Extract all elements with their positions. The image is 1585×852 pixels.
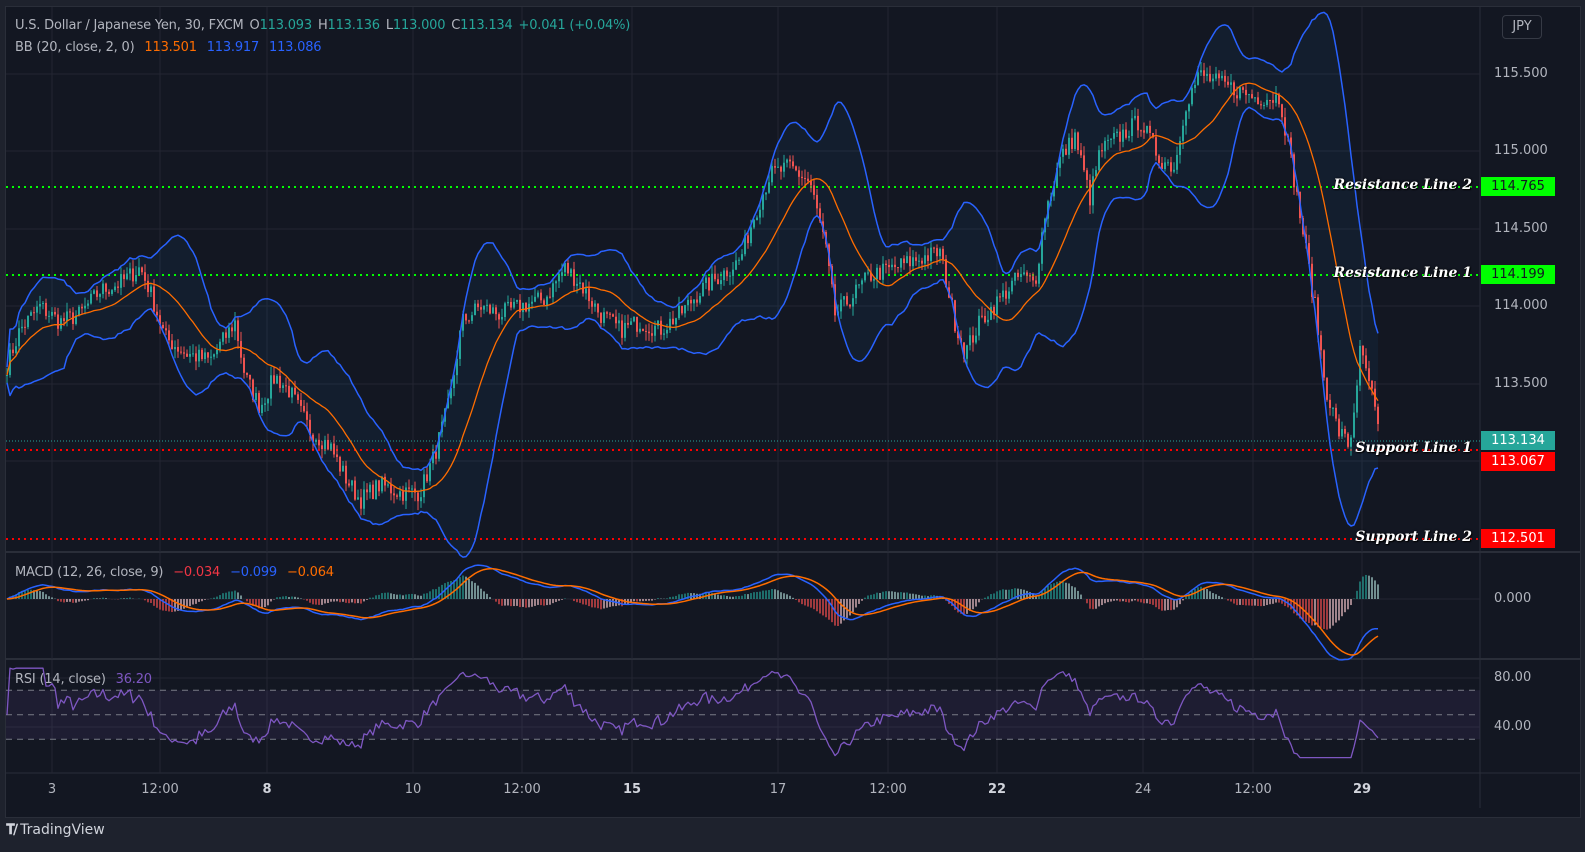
- time-axis-label: 12:00: [869, 782, 907, 797]
- time-axis-label: 12:00: [141, 782, 179, 797]
- support-line-2-label: Support Line 2: [1355, 529, 1472, 545]
- macd-hist-value: −0.034: [173, 565, 221, 580]
- time-axis-label: 10: [404, 782, 422, 797]
- rsi-axis-label: 80.00: [1494, 670, 1532, 685]
- macd-title: MACD (12, 26, close, 9): [15, 565, 164, 580]
- macd-value: −0.099: [230, 565, 277, 580]
- macd-signal-value: −0.064: [286, 565, 334, 580]
- time-axis-label: 24: [1134, 782, 1152, 797]
- currency-button[interactable]: JPY: [1502, 15, 1542, 39]
- tradingview-brand[interactable]: 𝐓∕ TradingView: [6, 822, 105, 838]
- open-value: 113.093: [259, 18, 313, 33]
- price-tag: 114.765: [1481, 177, 1555, 196]
- rsi-title: RSI (14, close): [15, 672, 106, 687]
- change-value: +0.041 (+0.04%): [518, 18, 631, 33]
- support-line-1-label: Support Line 1: [1355, 440, 1472, 456]
- price-axis-label: 114.500: [1494, 221, 1548, 236]
- time-axis-label: 12:00: [503, 782, 541, 797]
- resistance-line-2-label: Resistance Line 2: [1333, 177, 1472, 193]
- price-tag: 114.199: [1481, 265, 1555, 284]
- rsi-axis-label: 40.00: [1494, 719, 1532, 734]
- macd-legend[interactable]: MACD (12, 26, close, 9) −0.034 −0.099 −0…: [15, 565, 340, 580]
- price-axis-label: 115.000: [1494, 143, 1548, 158]
- price-tag: 113.134: [1481, 431, 1555, 450]
- bb-basis-value: 113.501: [144, 40, 197, 55]
- time-axis-label: 3: [47, 782, 57, 797]
- macd-axis-label: 0.000: [1494, 591, 1532, 606]
- low-value: 113.000: [392, 18, 446, 33]
- rsi-value: 36.20: [115, 672, 152, 687]
- time-axis-label: 15: [622, 782, 642, 797]
- symbol-legend: U.S. Dollar / Japanese Yen, 30, FXCM O113…: [15, 18, 631, 33]
- time-axis-label: 22: [987, 782, 1007, 797]
- brand-label: TradingView: [20, 822, 105, 838]
- bb-legend[interactable]: BB (20, close, 2, 0) 113.501 113.917 113…: [15, 40, 327, 55]
- time-axis-label: 12:00: [1234, 782, 1272, 797]
- price-axis-label: 113.500: [1494, 376, 1548, 391]
- top-strip: [0, 0, 1585, 6]
- bb-upper-value: 113.917: [206, 40, 260, 55]
- close-value: 113.134: [460, 18, 513, 33]
- rsi-legend[interactable]: RSI (14, close) 36.20: [15, 672, 158, 687]
- tradingview-logo-icon: 𝐓∕: [6, 822, 18, 838]
- price-tag: 113.067: [1481, 452, 1555, 471]
- bb-lower-value: 113.086: [269, 40, 322, 55]
- time-axis-label: 17: [769, 782, 787, 797]
- price-axis-label: 115.500: [1494, 66, 1548, 81]
- time-axis-label: 29: [1352, 782, 1372, 797]
- price-tag: 112.501: [1481, 529, 1555, 548]
- bb-title: BB (20, close, 2, 0): [15, 40, 135, 55]
- price-axis-label: 114.000: [1494, 298, 1548, 313]
- symbol-title: U.S. Dollar / Japanese Yen, 30, FXCM: [15, 18, 244, 33]
- time-axis-label: 8: [262, 782, 272, 797]
- resistance-line-1-label: Resistance Line 1: [1333, 265, 1472, 281]
- high-value: 113.136: [327, 18, 381, 33]
